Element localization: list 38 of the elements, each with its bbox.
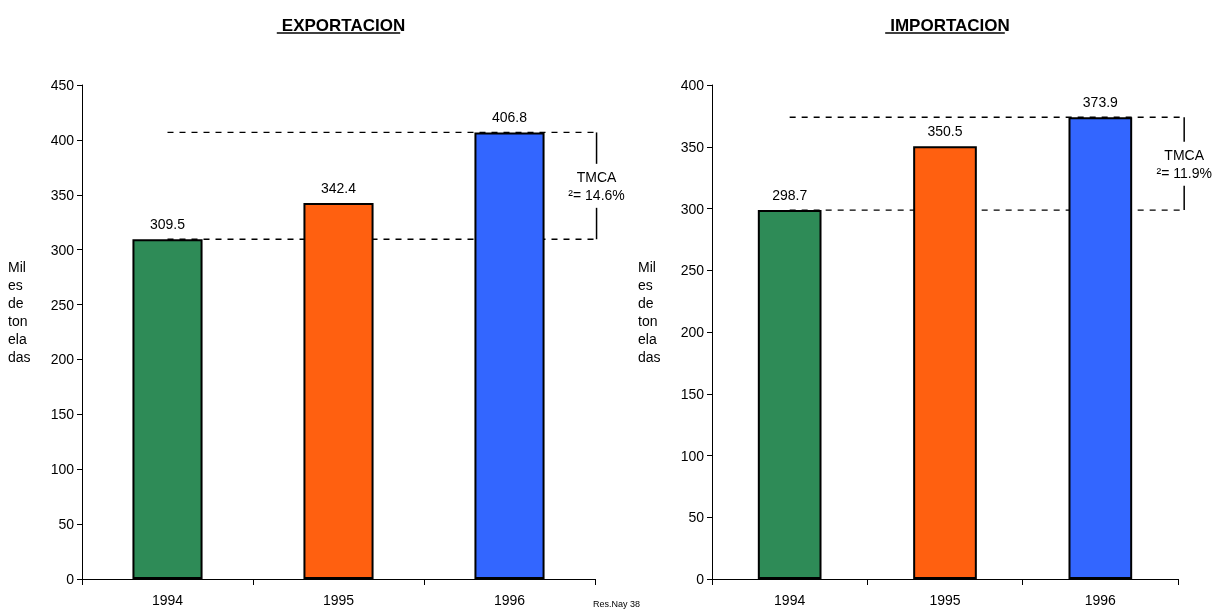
y-tick-label: 400 — [50, 131, 75, 148]
data-label: 350.5 — [927, 123, 963, 140]
y-axis-title: Miles de toneladas — [638, 259, 661, 365]
data-label: 342.4 — [320, 180, 357, 197]
chart-title: IMPORTACION — [890, 16, 1010, 35]
x-tick-label: 1994 — [151, 592, 184, 608]
annotation: TMCA ²= 11.9% — [1156, 146, 1212, 181]
y-tick-label: 300 — [50, 241, 75, 258]
data-label: 406.8 — [491, 109, 528, 126]
annotation: TMCA ²= 14.6% — [568, 168, 625, 203]
data-label: 309.5 — [149, 216, 186, 233]
y-tick-label: 50 — [58, 516, 75, 533]
y-tick-label: 200 — [680, 324, 705, 340]
y-axis-title: Miles de toneladas — [8, 259, 31, 365]
y-tick-label: 0 — [66, 571, 75, 587]
text: Res.Nay 38 — [592, 598, 641, 609]
x-tick-label: 1994 — [774, 592, 806, 608]
y-tick-label: 250 — [680, 262, 705, 279]
x-tick-label: 1996 — [1084, 592, 1117, 608]
y-tick-label: 350 — [680, 138, 705, 155]
y-tick-label: 150 — [680, 385, 705, 402]
y-tick-label: 100 — [680, 447, 705, 464]
y-tick-label: 350 — [50, 186, 75, 203]
y-tick-label: 50 — [688, 509, 705, 526]
chart-title: EXPORTACION — [281, 16, 406, 35]
y-tick-label: 400 — [680, 77, 705, 93]
y-tick-label: 100 — [50, 461, 75, 478]
y-tick-label: 250 — [50, 296, 75, 313]
y-tick-label: 450 — [50, 77, 75, 93]
data-label: 298.7 — [772, 187, 808, 204]
y-tick-label: 300 — [680, 200, 705, 217]
x-tick-label: 1995 — [322, 592, 355, 608]
y-tick-label: 150 — [50, 406, 75, 423]
x-tick-label: 1995 — [929, 592, 961, 608]
y-tick-label: 200 — [50, 351, 75, 368]
y-tick-label: 0 — [696, 571, 705, 587]
x-tick-label: 1996 — [493, 592, 526, 608]
data-label: 373.9 — [1082, 94, 1119, 111]
